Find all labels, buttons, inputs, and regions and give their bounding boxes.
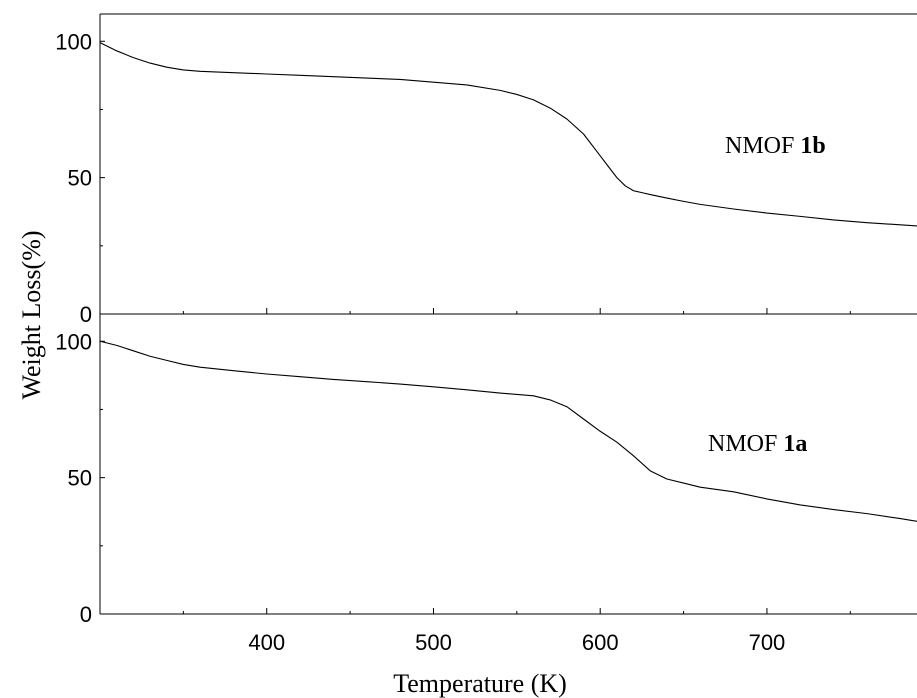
- series-line-top: [99, 42, 917, 227]
- x-tick-label: 500: [415, 630, 452, 655]
- y-tick-label: 50: [68, 466, 92, 491]
- x-tick-label: 600: [582, 630, 619, 655]
- y-tick-label: 0: [80, 602, 92, 627]
- panel-bottom: 0 50 100 NMOF 1a: [55, 313, 917, 627]
- annotation-sample-id: 1a: [783, 431, 807, 457]
- x-axis-title: Temperature (K): [393, 669, 567, 698]
- panel-top: 0 50 100 NMOF 1b: [55, 13, 917, 327]
- y-axis-title: Weight Loss(%): [17, 230, 46, 399]
- y-tick-label: 100: [55, 329, 92, 354]
- annotation-top: NMOF 1b: [725, 133, 826, 159]
- y-tick-label: 50: [68, 166, 92, 191]
- y-tick-label: 0: [80, 302, 92, 327]
- series-line-bottom: [99, 340, 917, 522]
- x-tick-label: 400: [248, 630, 285, 655]
- annotation-prefix: NMOF: [708, 431, 783, 457]
- plot-area: 0 50 100 NMOF 1b 0 50 100 NMOF 1a 400 500 600 700: [55, 13, 917, 655]
- annotation-prefix: NMOF: [725, 133, 800, 159]
- annotation-sample-id: 1b: [800, 133, 825, 159]
- annotation-bottom: NMOF 1a: [708, 431, 807, 457]
- y-tick-label: 100: [55, 29, 92, 54]
- x-tick-label: 700: [749, 630, 786, 655]
